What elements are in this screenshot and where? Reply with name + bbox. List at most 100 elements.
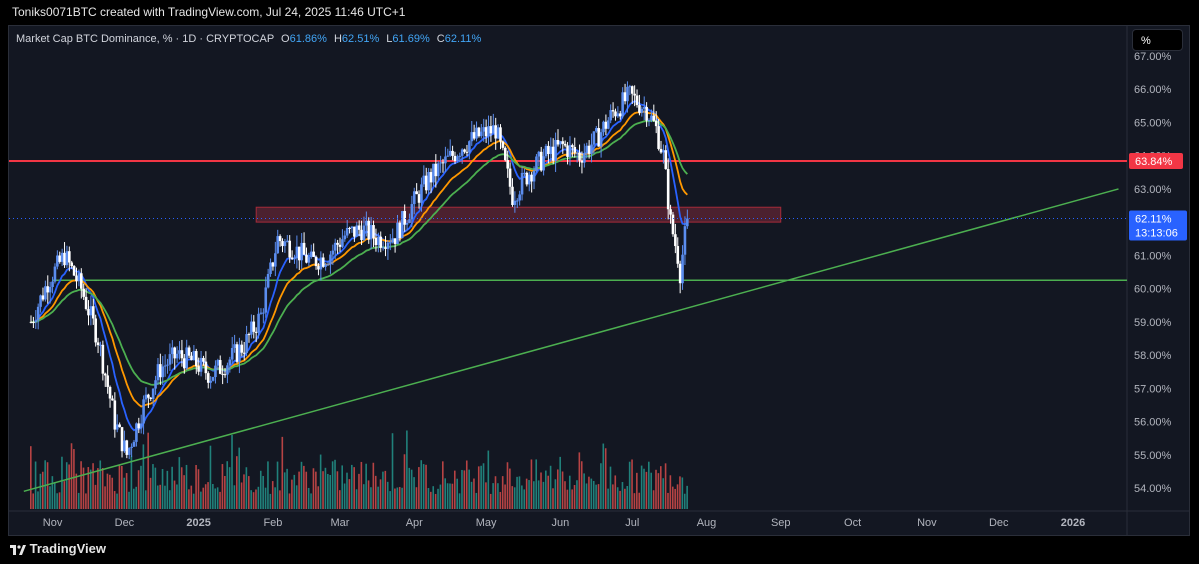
volume-bar bbox=[180, 467, 183, 509]
candle-body bbox=[307, 257, 311, 263]
volume-bar bbox=[216, 487, 219, 509]
candle-body bbox=[36, 306, 40, 321]
candle-body bbox=[377, 236, 380, 246]
candle-body bbox=[527, 174, 531, 185]
volume-bar bbox=[353, 467, 355, 509]
volume-bar bbox=[70, 443, 73, 509]
candle-body bbox=[333, 242, 337, 251]
candle-body bbox=[547, 145, 550, 155]
volume-bar bbox=[643, 468, 645, 509]
volume-bar bbox=[49, 486, 51, 509]
x-tick-label: Jun bbox=[552, 517, 570, 529]
candle-body bbox=[357, 225, 361, 230]
candle-body bbox=[580, 160, 584, 163]
volume-bar bbox=[178, 457, 181, 509]
candle-body bbox=[281, 241, 284, 247]
volume-bar bbox=[614, 475, 617, 509]
legend-low-label: L bbox=[386, 33, 393, 45]
volume-bar bbox=[477, 466, 480, 509]
candle-body bbox=[190, 355, 193, 361]
volume-bar bbox=[422, 464, 425, 509]
candle-body bbox=[470, 132, 474, 142]
volume-bar bbox=[295, 485, 298, 509]
candle-body bbox=[494, 125, 498, 139]
volume-bar bbox=[348, 479, 351, 509]
volume-bar bbox=[233, 485, 236, 509]
candle-body bbox=[96, 342, 100, 346]
candle-body bbox=[309, 251, 313, 258]
volume-bar bbox=[121, 465, 123, 509]
volume-bar bbox=[396, 487, 399, 509]
volume-bar bbox=[300, 461, 303, 509]
volume-bar bbox=[209, 445, 212, 509]
supply-zone-box bbox=[255, 206, 782, 223]
candle-body bbox=[530, 174, 533, 182]
candle-body bbox=[211, 377, 215, 381]
volume-bar bbox=[219, 491, 221, 509]
volume-bar bbox=[475, 492, 478, 509]
volume-bar bbox=[530, 459, 533, 509]
volume-bar bbox=[221, 464, 224, 509]
candle-body bbox=[56, 255, 59, 267]
volume-bar bbox=[602, 443, 605, 509]
candle-body bbox=[183, 358, 186, 369]
volume-bar bbox=[307, 487, 310, 509]
percent-scale-button[interactable]: % bbox=[1132, 29, 1183, 51]
volume-bar bbox=[197, 469, 200, 509]
volume-bar bbox=[140, 465, 142, 509]
legend-close-value: 62.11% bbox=[444, 33, 482, 45]
volume-bar bbox=[559, 456, 561, 509]
volume-bar bbox=[68, 464, 70, 509]
candle-body bbox=[583, 153, 586, 163]
candle-body bbox=[575, 152, 579, 154]
candle-body bbox=[305, 254, 308, 263]
candle-body bbox=[288, 240, 292, 258]
candle-body bbox=[365, 220, 368, 226]
volume-bar bbox=[159, 484, 161, 509]
candle-body bbox=[127, 447, 131, 455]
volume-bar bbox=[161, 469, 164, 509]
volume-bar bbox=[358, 473, 360, 509]
candle-body bbox=[674, 234, 677, 247]
candle-body bbox=[671, 214, 675, 235]
volume-bar bbox=[252, 492, 255, 509]
volume-bar bbox=[204, 484, 207, 509]
volume-bar bbox=[293, 474, 296, 509]
price-chart[interactable]: 67.00%66.00%65.00%64.00%63.00%62.00%61.0… bbox=[9, 26, 1190, 536]
candle-body bbox=[247, 334, 251, 336]
candle-body bbox=[393, 238, 397, 244]
candle-body bbox=[597, 128, 601, 147]
candle-body bbox=[115, 424, 119, 430]
candle-body bbox=[314, 256, 318, 267]
candle-body bbox=[276, 236, 280, 254]
candle-body bbox=[161, 366, 165, 378]
candle-body bbox=[63, 252, 66, 266]
volume-bar bbox=[202, 487, 205, 509]
candle-body bbox=[403, 211, 406, 225]
y-tick-label: 63.00% bbox=[1134, 184, 1172, 196]
chart-panel[interactable]: 67.00%66.00%65.00%64.00%63.00%62.00%61.0… bbox=[8, 25, 1190, 536]
volume-bar bbox=[360, 461, 363, 509]
volume-bar bbox=[487, 450, 490, 509]
candle-body bbox=[487, 126, 490, 137]
candle-body bbox=[518, 194, 521, 201]
volume-bar bbox=[75, 473, 78, 509]
volume-bar bbox=[123, 477, 126, 509]
volume-bar bbox=[243, 474, 245, 509]
candle-body bbox=[123, 440, 126, 452]
volume-bar bbox=[494, 476, 497, 509]
volume-bar bbox=[30, 446, 32, 509]
volume-bar bbox=[518, 476, 521, 509]
attribution-text: Toniks0071BTC created with TradingView.c… bbox=[12, 5, 406, 19]
candle-body bbox=[537, 151, 541, 157]
candle-body bbox=[221, 373, 224, 375]
x-tick-label: Dec bbox=[989, 517, 1009, 529]
candle-body bbox=[283, 241, 287, 247]
candle-body bbox=[99, 344, 102, 346]
x-tick-label: Apr bbox=[406, 517, 423, 529]
volume-bar bbox=[329, 474, 332, 509]
candle-body bbox=[460, 149, 464, 156]
candle-body bbox=[39, 295, 42, 307]
volume-bar bbox=[679, 476, 681, 509]
candle-body bbox=[84, 296, 88, 309]
